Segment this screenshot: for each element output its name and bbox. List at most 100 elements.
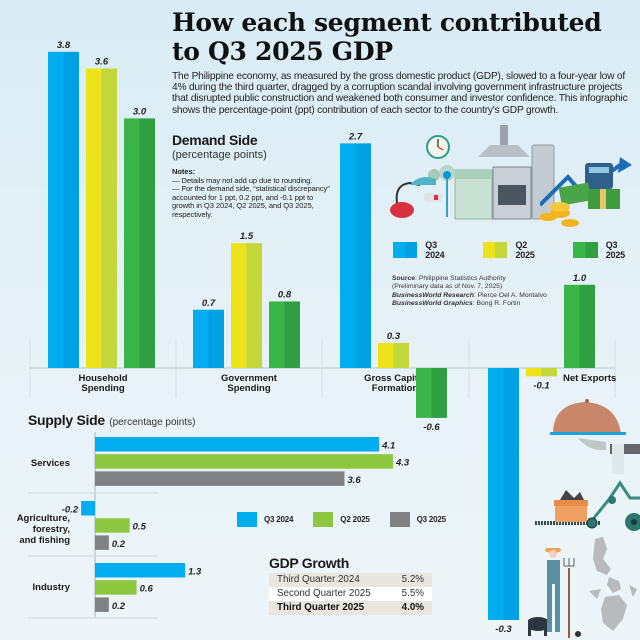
legend-label: Q2 2025 — [340, 515, 370, 524]
bar-net-exports-q3-2025 — [564, 284, 595, 368]
data-label: 0.5 — [133, 522, 147, 533]
legend-label: Q3 2024 — [264, 515, 294, 524]
source-credits: Source: Philippine Statistics Authority … — [392, 275, 592, 309]
legend-swatch — [237, 512, 257, 527]
demand-header: Demand Side (percentage points) — [172, 132, 267, 161]
bar-industry-q3-2024 — [95, 563, 186, 578]
bar-right-half — [246, 243, 262, 368]
bar-right-half — [139, 118, 155, 369]
legend-item-q3-2025: Q3 2025 — [573, 240, 631, 260]
gdp-row-label: Third Quarter 2024 — [277, 574, 360, 585]
bar-net-exports-q3-2024 — [488, 368, 519, 620]
bar-government-spending-q3-2024 — [193, 309, 224, 368]
legend-item-q2-2025: Q2 2025 — [483, 240, 541, 260]
data-label: 3.0 — [133, 106, 147, 117]
bar-right-half — [208, 309, 224, 368]
bar-left-half — [488, 368, 504, 620]
bar-right-half — [355, 143, 371, 368]
data-label: -0.6 — [423, 422, 440, 433]
legend-item-q3-2024: Q3 2024 — [237, 512, 293, 527]
legend-label: Q3 2025 — [416, 515, 446, 524]
graphics-label: BusinessWorld Graphics — [392, 300, 473, 308]
legend-label: Q3 2024 — [425, 240, 445, 260]
gdp-row: Third Quarter 2024 5.2% — [269, 573, 432, 587]
legend-item-q3-2024: Q3 2024 — [393, 240, 451, 260]
note-item: — Details may not add up due to rounding… — [172, 175, 313, 185]
appliances-icon — [390, 125, 555, 220]
research-label: BusinessWorld Research — [392, 291, 474, 299]
bar-right-half — [101, 68, 117, 368]
bar-left-half — [378, 343, 394, 368]
research-text: : Pierce Oel A. Montalvo — [473, 291, 547, 299]
bar-right-half — [284, 301, 300, 368]
category-label: Spending — [81, 383, 124, 394]
bar-right-half — [393, 343, 409, 368]
legend-label: Q2 2025 — [515, 240, 535, 260]
bar-household-spending-q2-2025 — [86, 68, 117, 368]
legend-swatch — [313, 512, 334, 527]
gdp-row: Second Quarter 2025 5.5% — [269, 587, 432, 601]
source-prelim: (Preliminary data as of Nov. 7, 2025) — [392, 283, 503, 291]
bar-left-half — [86, 68, 102, 368]
bar-industry-q2-2025 — [95, 580, 137, 595]
category-label: Agriculture, — [17, 513, 70, 524]
bar-gross-capital-formation-q3-2025 — [416, 368, 447, 418]
data-label: -0.2 — [62, 505, 79, 516]
data-label: 3.8 — [57, 40, 71, 51]
legend-label: Q3 2025 — [605, 240, 625, 260]
source-text: : Philippine Statistics Authority — [415, 275, 506, 282]
supply-header: Supply Side (percentage points) — [28, 412, 195, 430]
legend-item-q3-2025: Q3 2025 — [389, 512, 446, 527]
bar-left-half — [193, 309, 209, 368]
bar-left-half — [269, 301, 285, 368]
category-label: Household — [78, 373, 127, 384]
bar-services-q3-2025 — [95, 471, 345, 486]
bar-household-spending-q3-2025 — [124, 118, 155, 369]
legend-swatch — [389, 512, 410, 527]
farmer-icon — [528, 548, 581, 638]
bar-left-half — [124, 118, 140, 369]
data-label: 0.6 — [140, 584, 154, 595]
data-label: -0.1 — [533, 380, 549, 391]
bar-household-spending-q3-2024 — [48, 51, 79, 369]
data-label: 1.0 — [573, 273, 587, 284]
bar-agriculture-forestry-and-fishing-q2-2025 — [95, 518, 130, 533]
bar-gross-capital-formation-q2-2025 — [378, 343, 409, 368]
legend-item-q2-2025: Q2 2025 — [313, 512, 370, 527]
category-label: and fishing — [19, 535, 70, 546]
gdp-row-value: 5.2% — [401, 574, 424, 585]
data-label: 4.3 — [395, 458, 410, 469]
gdp-row-label: Second Quarter 2025 — [277, 588, 371, 599]
notes-label: Notes: — [172, 167, 196, 176]
gdp-growth-title: GDP Growth — [269, 555, 349, 571]
data-label: 0.3 — [387, 331, 401, 342]
bar-right-half — [63, 51, 79, 369]
bar-right-half — [541, 368, 557, 377]
bar-government-spending-q3-2025 — [269, 301, 300, 368]
bar-services-q3-2024 — [95, 437, 380, 452]
category-label: Government — [221, 373, 278, 384]
bar-left-half — [416, 368, 432, 418]
data-label: -0.3 — [495, 624, 512, 635]
demand-title: Demand Side — [172, 132, 258, 148]
bar-net-exports-q2-2025 — [526, 368, 557, 377]
notes: Notes: — Details may not add up due to r… — [172, 167, 332, 220]
note-item: — For the demand side, “statistical disc… — [172, 184, 330, 219]
money-growth-icon — [540, 157, 632, 227]
supply-subtitle: (percentage points) — [109, 417, 196, 428]
data-label: 2.7 — [348, 131, 363, 142]
data-label: 3.6 — [347, 475, 361, 486]
category-label: Industry — [33, 582, 71, 593]
bar-gross-capital-formation-q3-2024 — [340, 143, 371, 368]
demand-bars: 3.8 3.6 3.0 0.7 1.5 0.8 2.7 0.3 -0.6 -0.3 -0.1 1.0 — [48, 40, 595, 635]
category-label: Services — [31, 458, 70, 469]
legend-swatch — [393, 242, 418, 258]
category-label: Spending — [227, 383, 270, 394]
page-title: How each segment contributed to Q3 2025 … — [172, 8, 602, 66]
source-label: Source — [392, 275, 416, 282]
gdp-row-label: Third Quarter 2025 — [277, 602, 365, 613]
category-label: Net Exports — [563, 373, 616, 384]
data-label: 1.3 — [188, 567, 202, 578]
data-label: 0.7 — [202, 298, 216, 309]
